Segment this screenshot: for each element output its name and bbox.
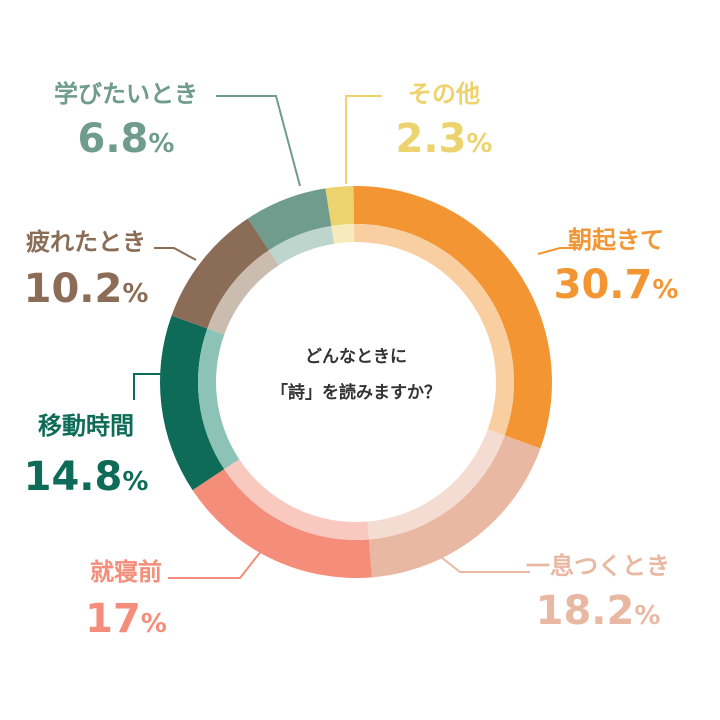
slice-value-3: 18.2% [536, 588, 661, 634]
slice-label-2: 朝起きて [568, 226, 664, 254]
slice-inner-7 [268, 225, 335, 266]
slice-inner-4 [224, 459, 369, 540]
slice-2 [353, 186, 552, 449]
slice-7 [247, 188, 332, 251]
leader-line-3 [431, 549, 530, 573]
slice-label-5: 移動時間 [38, 412, 134, 440]
slice-4 [192, 469, 372, 578]
slice-value-4: 17% [85, 596, 167, 642]
slice-inner-3 [367, 429, 505, 540]
slice-1 [325, 186, 355, 226]
slice-label-1: その他 [408, 80, 480, 108]
slice-value-2: 30.7% [554, 262, 679, 308]
slice-inner-5 [198, 328, 240, 470]
slice-value-1: 2.3% [396, 116, 493, 162]
slice-inner-2 [354, 224, 514, 436]
leader-line-6 [154, 247, 197, 261]
donut-slices [160, 186, 552, 578]
slice-value-7: 6.8% [78, 116, 175, 162]
slice-value-6: 10.2% [24, 266, 149, 312]
leader-lines [133, 95, 578, 579]
slice-inner-1 [331, 224, 355, 244]
center-title: どんなときに 「詩」を読みますか？ [271, 347, 441, 403]
leader-line-7 [216, 95, 301, 187]
slice-6 [171, 218, 269, 329]
center-title-line-2: 「詩」を読みますか？ [271, 382, 441, 403]
leader-line-4 [168, 549, 263, 579]
slice-value-5: 14.8% [24, 454, 149, 500]
slice-label-3: 一息つくとき [526, 552, 670, 580]
slice-5 [160, 315, 225, 491]
center-title-line-1: どんなときに [305, 347, 407, 367]
slice-label-7: 学びたいとき [54, 80, 198, 108]
slice-labels: その他 2.3% 朝起きて 30.7% 一息つくとき 18.2% 就寝前 17% 移動時間 14.… [24, 80, 679, 642]
slice-3 [368, 435, 541, 578]
slice-label-4: 就寝前 [90, 558, 162, 586]
leader-line-1 [345, 95, 382, 184]
leader-line-5 [133, 373, 174, 400]
leader-line-2 [537, 247, 578, 255]
slice-label-6: 疲れたとき [26, 228, 146, 256]
slice-inner-6 [207, 250, 279, 335]
